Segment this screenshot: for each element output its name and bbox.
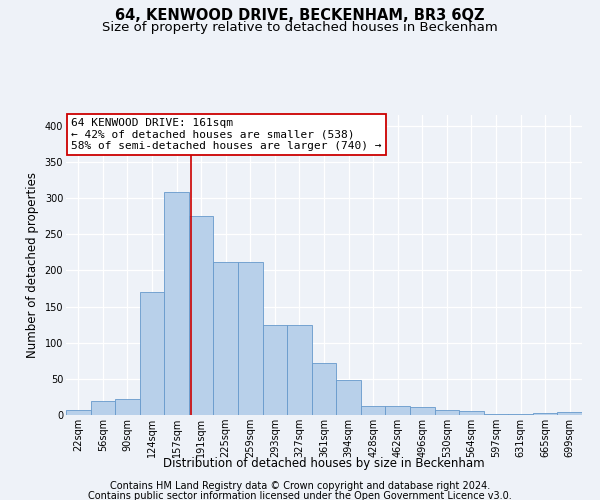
- Bar: [115, 399, 140, 415]
- Text: 64, KENWOOD DRIVE, BECKENHAM, BR3 6QZ: 64, KENWOOD DRIVE, BECKENHAM, BR3 6QZ: [115, 8, 485, 22]
- Bar: [557, 412, 582, 415]
- Bar: [484, 414, 508, 415]
- Text: Contains public sector information licensed under the Open Government Licence v3: Contains public sector information licen…: [88, 491, 512, 500]
- Bar: [263, 324, 287, 415]
- Bar: [312, 363, 336, 415]
- Text: 64 KENWOOD DRIVE: 161sqm
← 42% of detached houses are smaller (538)
58% of semi-: 64 KENWOOD DRIVE: 161sqm ← 42% of detach…: [71, 118, 382, 151]
- Bar: [214, 262, 238, 415]
- Bar: [434, 410, 459, 415]
- Bar: [361, 406, 385, 415]
- Bar: [508, 414, 533, 415]
- Bar: [385, 406, 410, 415]
- Bar: [66, 410, 91, 415]
- Text: Size of property relative to detached houses in Beckenham: Size of property relative to detached ho…: [102, 21, 498, 34]
- Bar: [410, 407, 434, 415]
- Y-axis label: Number of detached properties: Number of detached properties: [26, 172, 39, 358]
- Text: Distribution of detached houses by size in Beckenham: Distribution of detached houses by size …: [163, 458, 485, 470]
- Bar: [189, 216, 214, 415]
- Bar: [287, 324, 312, 415]
- Text: Contains HM Land Registry data © Crown copyright and database right 2024.: Contains HM Land Registry data © Crown c…: [110, 481, 490, 491]
- Bar: [336, 380, 361, 415]
- Bar: [459, 412, 484, 415]
- Bar: [164, 192, 189, 415]
- Bar: [238, 262, 263, 415]
- Bar: [140, 292, 164, 415]
- Bar: [91, 400, 115, 415]
- Bar: [533, 413, 557, 415]
